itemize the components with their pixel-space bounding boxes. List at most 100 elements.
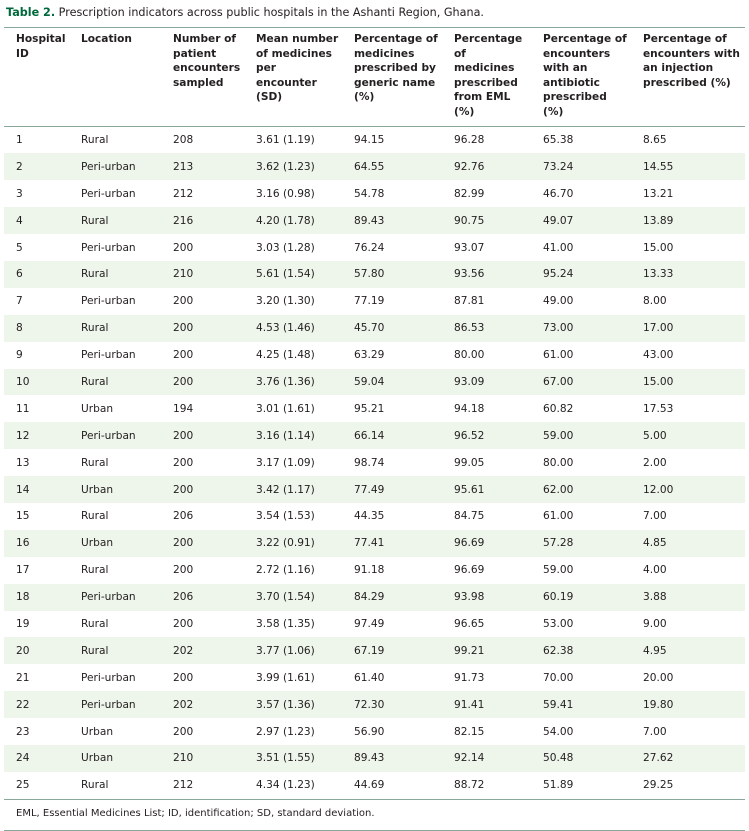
table-row: 3 Peri-urban 212 3.16 (0.98) 54.78 82.99 46.70… bbox=[4, 180, 745, 208]
cell-encounters: 202 bbox=[161, 637, 244, 665]
cell-mean-medicines: 3.70 (1.54) bbox=[244, 583, 342, 611]
cell-eml-pct: 88.72 bbox=[442, 771, 531, 799]
cell-hospital-id: 20 bbox=[4, 637, 69, 665]
cell-hospital-id: 16 bbox=[4, 529, 69, 557]
cell-generic-pct: 45.70 bbox=[342, 314, 442, 342]
cell-location: Urban bbox=[69, 718, 161, 746]
cell-generic-pct: 54.78 bbox=[342, 180, 442, 208]
cell-mean-medicines: 4.53 (1.46) bbox=[244, 314, 342, 342]
cell-eml-pct: 86.53 bbox=[442, 314, 531, 342]
cell-mean-medicines: 4.25 (1.48) bbox=[244, 341, 342, 369]
cell-eml-pct: 96.69 bbox=[442, 556, 531, 584]
table-row: 13 Rural 200 3.17 (1.09) 98.74 99.05 80.00 2.00 bbox=[4, 449, 745, 477]
cell-injection-pct: 13.33 bbox=[631, 261, 745, 288]
cell-injection-pct: 7.00 bbox=[631, 718, 745, 746]
cell-mean-medicines: 3.99 (1.61) bbox=[244, 664, 342, 692]
cell-mean-medicines: 3.58 (1.35) bbox=[244, 610, 342, 638]
cell-mean-medicines: 2.97 (1.23) bbox=[244, 718, 342, 746]
cell-eml-pct: 91.73 bbox=[442, 664, 531, 692]
cell-hospital-id: 9 bbox=[4, 341, 69, 369]
cell-injection-pct: 19.80 bbox=[631, 691, 745, 719]
table-row: 23 Urban 200 2.97 (1.23) 56.90 82.15 54.00 7.00 bbox=[4, 718, 745, 746]
cell-location: Urban bbox=[69, 476, 161, 504]
cell-location: Rural bbox=[69, 449, 161, 477]
cell-antibiotic-pct: 59.41 bbox=[531, 691, 631, 719]
cell-mean-medicines: 3.77 (1.06) bbox=[244, 637, 342, 665]
cell-encounters: 200 bbox=[161, 610, 244, 638]
table-row: 5 Peri-urban 200 3.03 (1.28) 76.24 93.07 41.00… bbox=[4, 234, 745, 262]
cell-location: Peri-urban bbox=[69, 664, 161, 692]
header-location: Location bbox=[81, 33, 132, 45]
table-caption-label: Table 2. bbox=[6, 6, 56, 19]
table-row: 9 Peri-urban 200 4.25 (1.48) 63.29 80.00 61.00… bbox=[4, 341, 745, 369]
cell-location: Rural bbox=[69, 771, 161, 799]
cell-antibiotic-pct: 67.00 bbox=[531, 368, 631, 396]
cell-location: Rural bbox=[69, 637, 161, 665]
cell-hospital-id: 3 bbox=[4, 180, 69, 208]
cell-generic-pct: 77.41 bbox=[342, 529, 442, 557]
cell-mean-medicines: 3.17 (1.09) bbox=[244, 449, 342, 477]
cell-injection-pct: 15.00 bbox=[631, 234, 745, 262]
table-row: 8 Rural 200 4.53 (1.46) 45.70 86.53 73.00 17.00 bbox=[4, 314, 745, 342]
cell-injection-pct: 8.00 bbox=[631, 287, 745, 315]
cell-eml-pct: 92.76 bbox=[442, 153, 531, 181]
cell-encounters: 210 bbox=[161, 745, 244, 772]
cell-location: Rural bbox=[69, 207, 161, 235]
cell-mean-medicines: 3.76 (1.36) bbox=[244, 368, 342, 396]
cell-eml-pct: 93.07 bbox=[442, 234, 531, 262]
header-hospital-id: Hospital ID bbox=[16, 33, 66, 60]
cell-generic-pct: 77.19 bbox=[342, 287, 442, 315]
table-row: 12 Peri-urban 200 3.16 (1.14) 66.14 96.52 59.0… bbox=[4, 422, 745, 450]
cell-encounters: 200 bbox=[161, 314, 244, 342]
cell-antibiotic-pct: 65.38 bbox=[531, 126, 631, 154]
cell-encounters: 200 bbox=[161, 234, 244, 262]
cell-antibiotic-pct: 49.07 bbox=[531, 207, 631, 235]
cell-hospital-id: 5 bbox=[4, 234, 69, 262]
cell-generic-pct: 91.18 bbox=[342, 556, 442, 584]
header-injection-pct: Percentage of encounters with an injecti… bbox=[643, 33, 740, 89]
cell-eml-pct: 96.69 bbox=[442, 529, 531, 557]
cell-generic-pct: 67.19 bbox=[342, 637, 442, 665]
cell-injection-pct: 12.00 bbox=[631, 476, 745, 504]
cell-generic-pct: 76.24 bbox=[342, 234, 442, 262]
cell-generic-pct: 56.90 bbox=[342, 718, 442, 746]
cell-mean-medicines: 3.51 (1.55) bbox=[244, 745, 342, 772]
cell-location: Rural bbox=[69, 261, 161, 288]
cell-encounters: 212 bbox=[161, 180, 244, 208]
cell-injection-pct: 20.00 bbox=[631, 664, 745, 692]
cell-hospital-id: 7 bbox=[4, 287, 69, 315]
table-row: 19 Rural 200 3.58 (1.35) 97.49 96.65 53.00 9.00 bbox=[4, 610, 745, 638]
header-encounters-sampled: Number of patient encounters sampled bbox=[173, 33, 241, 89]
table-row: 15 Rural 206 3.54 (1.53) 44.35 84.75 61.00 7.00 bbox=[4, 503, 745, 530]
cell-mean-medicines: 3.16 (1.14) bbox=[244, 422, 342, 450]
cell-eml-pct: 94.18 bbox=[442, 395, 531, 423]
cell-antibiotic-pct: 61.00 bbox=[531, 503, 631, 530]
cell-generic-pct: 63.29 bbox=[342, 341, 442, 369]
header-mean-medicines: Mean number of medicines per encounter (… bbox=[256, 33, 339, 104]
cell-encounters: 194 bbox=[161, 395, 244, 423]
cell-encounters: 200 bbox=[161, 718, 244, 746]
cell-location: Rural bbox=[69, 610, 161, 638]
cell-generic-pct: 57.80 bbox=[342, 261, 442, 288]
cell-encounters: 200 bbox=[161, 449, 244, 477]
cell-location: Urban bbox=[69, 529, 161, 557]
cell-eml-pct: 91.41 bbox=[442, 691, 531, 719]
cell-encounters: 200 bbox=[161, 529, 244, 557]
cell-location: Peri-urban bbox=[69, 422, 161, 450]
cell-injection-pct: 13.21 bbox=[631, 180, 745, 208]
cell-eml-pct: 96.52 bbox=[442, 422, 531, 450]
cell-eml-pct: 99.21 bbox=[442, 637, 531, 665]
cell-generic-pct: 44.35 bbox=[342, 503, 442, 530]
cell-encounters: 200 bbox=[161, 341, 244, 369]
cell-mean-medicines: 3.57 (1.36) bbox=[244, 691, 342, 719]
cell-eml-pct: 87.81 bbox=[442, 287, 531, 315]
table-caption: Table 2. Prescription indicators across … bbox=[4, 0, 745, 27]
cell-injection-pct: 9.00 bbox=[631, 610, 745, 638]
header-separator bbox=[4, 125, 745, 127]
cell-injection-pct: 43.00 bbox=[631, 341, 745, 369]
cell-antibiotic-pct: 60.19 bbox=[531, 583, 631, 611]
cell-location: Rural bbox=[69, 126, 161, 154]
cell-encounters: 200 bbox=[161, 368, 244, 396]
cell-encounters: 208 bbox=[161, 126, 244, 154]
cell-eml-pct: 92.14 bbox=[442, 745, 531, 772]
